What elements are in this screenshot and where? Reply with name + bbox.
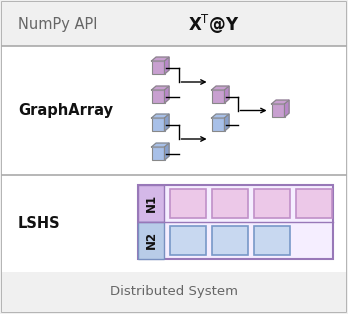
Bar — [2, 272, 346, 312]
Bar — [212, 90, 224, 103]
Bar — [212, 226, 248, 255]
Polygon shape — [224, 114, 229, 131]
Polygon shape — [151, 114, 169, 118]
Polygon shape — [165, 86, 169, 103]
Polygon shape — [212, 86, 229, 90]
Polygon shape — [151, 57, 169, 61]
Polygon shape — [165, 57, 169, 74]
Text: $\mathbf{X}^\mathsf{T}$$\mathbf{@Y}$: $\mathbf{X}^\mathsf{T}$$\mathbf{@Y}$ — [188, 13, 239, 35]
Text: GraphArray: GraphArray — [18, 102, 113, 117]
Bar — [212, 189, 248, 218]
Text: N1: N1 — [144, 194, 158, 212]
Polygon shape — [165, 114, 169, 131]
Bar — [138, 185, 333, 259]
Bar — [271, 104, 285, 117]
Polygon shape — [285, 100, 289, 117]
Bar — [212, 118, 224, 131]
Polygon shape — [165, 143, 169, 160]
Text: NumPy API: NumPy API — [18, 17, 97, 31]
Bar — [170, 189, 206, 218]
Bar — [151, 118, 165, 131]
Text: N2: N2 — [144, 231, 158, 249]
Bar — [138, 222, 164, 259]
Bar — [138, 185, 164, 222]
Bar — [2, 46, 346, 175]
Bar — [254, 226, 290, 255]
Polygon shape — [212, 114, 229, 118]
Bar — [170, 226, 206, 255]
Text: LSHS: LSHS — [18, 215, 61, 230]
Text: Distributed System: Distributed System — [110, 285, 238, 299]
Bar — [2, 2, 346, 46]
Polygon shape — [151, 143, 169, 147]
Bar — [151, 147, 165, 160]
Bar — [254, 189, 290, 218]
Polygon shape — [224, 86, 229, 103]
Bar — [151, 61, 165, 74]
Polygon shape — [271, 100, 289, 104]
Bar — [151, 90, 165, 103]
Polygon shape — [151, 86, 169, 90]
Bar — [296, 189, 332, 218]
Bar — [2, 175, 346, 272]
